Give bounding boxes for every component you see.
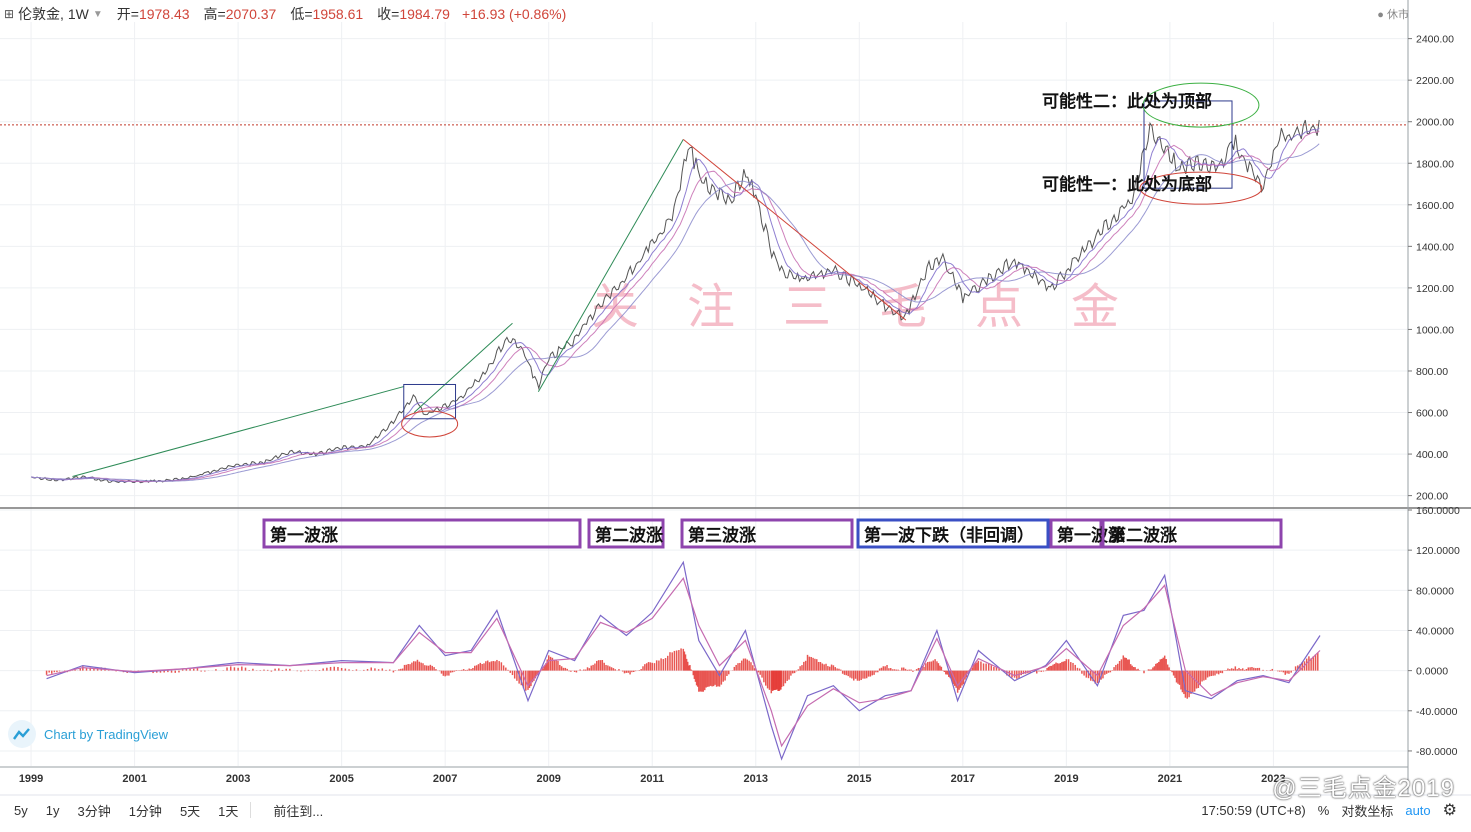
wave-box-6 — [1101, 518, 1283, 549]
timeframe-3min[interactable]: 3分钟 — [77, 803, 111, 819]
time-tick-label: 2019 — [1054, 773, 1078, 785]
macd-tick-label: 80.0000 — [1416, 585, 1454, 597]
trendline-wave3 — [537, 139, 684, 393]
wave-box-5 — [1049, 518, 1103, 549]
possibility-two-label: 可能性二：此处为顶部 — [1042, 91, 1212, 112]
price-tick-label: 2400.00 — [1416, 34, 1454, 46]
moving-average-line-1 — [30, 127, 1320, 483]
low-value: 1958.61 — [312, 6, 364, 22]
toolbar-divider — [250, 802, 252, 818]
clock[interactable]: 17:50:59 (UTC+8) — [1201, 802, 1306, 818]
wave-box-4 — [856, 518, 1050, 549]
price-tick-label: 2000.00 — [1416, 117, 1454, 129]
macd-tick-label: 120.0000 — [1416, 545, 1460, 557]
macd-line — [46, 560, 1321, 761]
wave-box-3 — [680, 518, 854, 549]
price-tick-label: 1000.00 — [1416, 324, 1454, 336]
macd-tick-label: -40.0000 — [1416, 706, 1458, 718]
time-tick-label: 2021 — [1158, 773, 1182, 785]
wave-label-2: 第二波涨 — [595, 525, 663, 546]
chart-type-icon[interactable]: ⊞ — [4, 7, 15, 21]
goto-button[interactable]: 前往到... — [273, 803, 324, 819]
symbol-title[interactable]: 伦敦金, 1W — [18, 6, 89, 22]
price-tick-label: 2200.00 — [1416, 75, 1454, 87]
trendline-wave2 — [413, 322, 513, 413]
weibo-watermark-text: @三毛点金2019 — [1272, 775, 1455, 802]
wave-label-4: 第一波下跌（非回调） — [864, 525, 1034, 546]
wave-label-5: 第一波涨 — [1057, 525, 1125, 546]
high-value: 2070.37 — [225, 6, 277, 22]
weibo-watermark: @三毛点金2019 — [1272, 768, 1455, 803]
change-value: +16.93 (+0.86%) — [461, 6, 567, 22]
macd-tick-label: 40.0000 — [1416, 625, 1454, 637]
time-tick-label: 1999 — [19, 773, 43, 785]
close-label: 收= — [377, 6, 400, 22]
gear-icon[interactable]: ⚙ — [1442, 802, 1457, 819]
symbol-header: ⊞ 伦敦金, 1W ▼ 开= 1978.43 高= 2070.37 低= 1958.6… — [0, 0, 566, 28]
price-tick-label: 1800.00 — [1416, 158, 1454, 170]
time-tick-label: 2015 — [847, 773, 871, 785]
market-status: ● 休市 — [1377, 9, 1409, 21]
time-tick-label: 2011 — [640, 773, 664, 785]
timeframe-1d[interactable]: 1天 — [218, 803, 239, 819]
time-tick-label: 2017 — [951, 773, 975, 785]
price-tick-label: 400.00 — [1416, 449, 1448, 461]
bottom-right-controls: 17:50:59 (UTC+8) % 对数坐标 auto ⚙ — [1189, 795, 1457, 825]
time-tick-label: 2003 — [226, 773, 250, 785]
price-tick-label: 1200.00 — [1416, 283, 1454, 295]
wave-box-1 — [262, 518, 582, 549]
open-value: 1978.43 — [138, 6, 190, 22]
low-label: 低= — [290, 6, 313, 22]
wave-label-3: 第三波涨 — [688, 525, 756, 546]
macd-tick-label: -80.0000 — [1416, 746, 1458, 758]
price-series-line — [30, 119, 1320, 484]
time-tick-label: 2009 — [536, 773, 560, 785]
timeframe-1y[interactable]: 1y — [45, 802, 60, 818]
macd-tick-label: 160.0000 — [1416, 505, 1460, 517]
top-ellipse — [1142, 82, 1260, 128]
bottom-ellipse — [1139, 171, 1263, 205]
timeframe-5d[interactable]: 5天 — [179, 803, 201, 819]
percent-toggle[interactable]: % — [1317, 802, 1330, 818]
time-tick-label: 2023 — [1261, 773, 1285, 785]
watermark-text: 关 注 三 毛 点 金 — [591, 279, 1119, 335]
price-tick-label: 1400.00 — [1416, 241, 1454, 253]
macd-signal-line — [46, 577, 1321, 748]
macd-tick-label: 0.0000 — [1416, 666, 1448, 678]
open-label: 开= — [116, 6, 139, 22]
wave-label-6: 第二波涨 — [1109, 525, 1177, 546]
price-tick-label: 600.00 — [1416, 408, 1448, 420]
bottom-toolbar: 5y 1y 3分钟 1分钟 5天 1天 前往到... — [0, 795, 1471, 825]
time-tick-label: 2007 — [433, 773, 457, 785]
price-tick-label: 200.00 — [1416, 491, 1448, 503]
close-value: 1984.79 — [399, 6, 450, 22]
chevron-down-icon[interactable]: ▼ — [92, 8, 103, 20]
wave-label-1: 第一波涨 — [270, 525, 338, 546]
price-tick-label: 1600.00 — [1416, 200, 1454, 212]
time-tick-label: 2005 — [329, 773, 353, 785]
moving-average-line-2 — [30, 130, 1320, 483]
trendline-decline — [682, 138, 907, 321]
consolidation-box-2006 — [403, 383, 457, 420]
market-status-label: 休市 — [1387, 9, 1409, 21]
consolidation-box-2020 — [1143, 100, 1233, 189]
support-ellipse-2006 — [401, 410, 459, 438]
moving-average-line-3 — [30, 143, 1320, 482]
tradingview-logo-icon — [8, 720, 36, 748]
log-scale-toggle[interactable]: 对数坐标 — [1341, 803, 1394, 819]
tradingview-branding[interactable]: Chart by TradingView — [8, 720, 168, 748]
timeframe-1min[interactable]: 1分钟 — [128, 803, 162, 819]
timeframe-5y[interactable]: 5y — [14, 802, 28, 818]
trendline-wave1 — [72, 386, 404, 477]
time-tick-label: 2013 — [744, 773, 768, 785]
possibility-one-label: 可能性一：此处为底部 — [1042, 174, 1212, 195]
branding-text: Chart by TradingView — [44, 726, 169, 742]
wave-box-2 — [587, 518, 665, 549]
price-tick-label: 800.00 — [1416, 366, 1448, 378]
high-label: 高= — [203, 6, 226, 22]
auto-scale-toggle[interactable]: auto — [1405, 802, 1431, 818]
time-tick-label: 2001 — [122, 773, 146, 785]
